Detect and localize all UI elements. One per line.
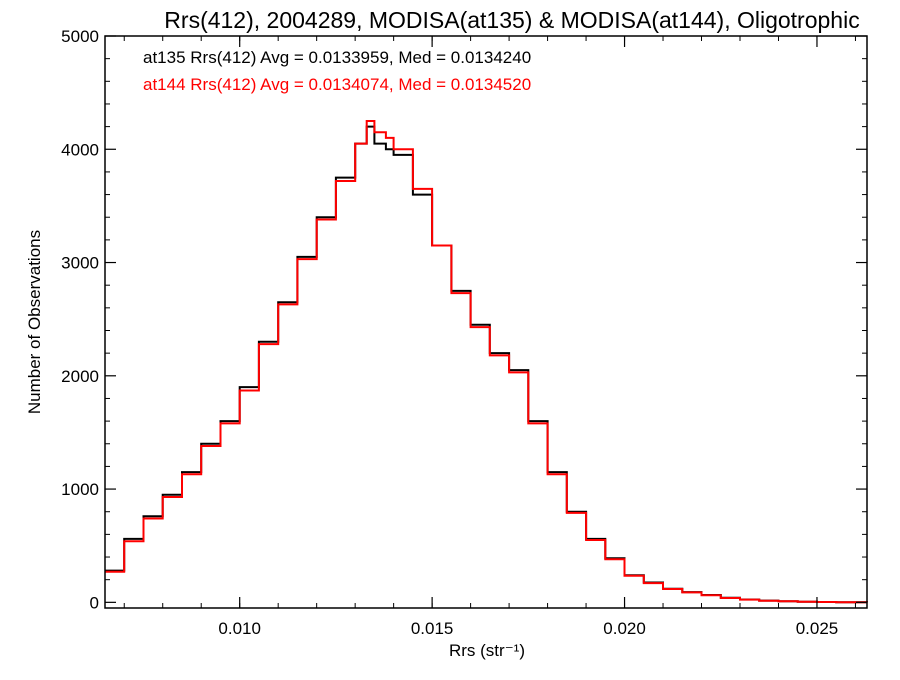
annotation-at144: at144 Rrs(412) Avg = 0.0134074, Med = 0.… xyxy=(143,75,531,94)
x-tick-label: 0.025 xyxy=(796,619,839,638)
x-tick-label: 0.020 xyxy=(603,619,646,638)
y-tick-label: 5000 xyxy=(61,27,99,46)
chart-title: Rrs(412), 2004289, MODISA(at135) & MODIS… xyxy=(164,7,859,33)
x-tick-label: 0.015 xyxy=(411,619,454,638)
x-axis-ticks: 0.010 0.015 0.020 0.025 xyxy=(123,36,856,638)
plot-frame xyxy=(104,35,868,609)
series-line-at144 xyxy=(105,120,868,604)
x-tick-label: 0.010 xyxy=(218,619,261,638)
y-tick-label: 0 xyxy=(90,593,99,612)
x-axis-label: Rrs (str⁻¹) xyxy=(449,641,525,660)
y-axis-label: Number of Observations xyxy=(25,230,44,414)
series-line-at135 xyxy=(105,125,868,604)
y-tick-label: 4000 xyxy=(61,140,99,159)
y-tick-label: 1000 xyxy=(61,480,99,499)
y-tick-label: 3000 xyxy=(61,254,99,273)
series-layer xyxy=(105,120,868,604)
annotation-at135: at135 Rrs(412) Avg = 0.0133959, Med = 0.… xyxy=(143,48,531,67)
y-axis-ticks: 0 1000 2000 3000 4000 5000 xyxy=(61,27,867,612)
y-tick-label: 2000 xyxy=(61,367,99,386)
